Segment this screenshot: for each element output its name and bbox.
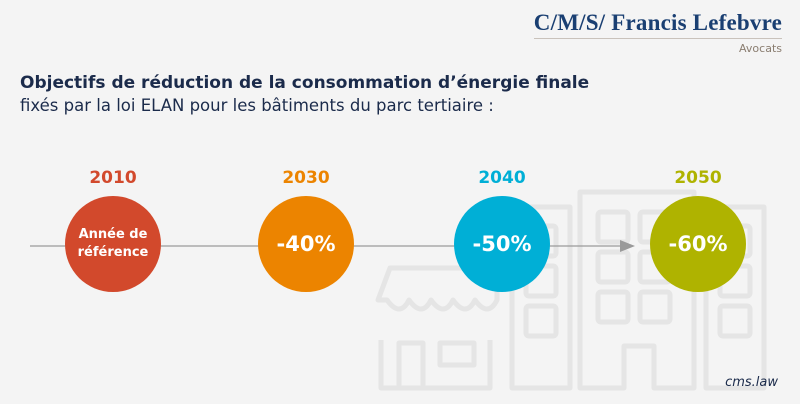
footer-website: cms.law xyxy=(725,375,778,390)
year-2010: 2010 xyxy=(89,168,137,188)
page-title: Objectifs de réduction de la consommatio… xyxy=(20,73,590,93)
logo-subtitle: Avocats xyxy=(739,42,782,55)
page-subtitle: fixés par la loi ELAN pour les bâtiments… xyxy=(20,96,494,115)
milestone-2050: -60% xyxy=(650,196,746,292)
cms-logo: C/M/S/ Francis Lefebvre Avocats xyxy=(533,10,782,55)
year-2040: 2040 xyxy=(478,168,526,188)
milestone-2030: -40% xyxy=(258,196,354,292)
year-2030: 2030 xyxy=(282,168,330,188)
year-2050: 2050 xyxy=(674,168,722,188)
logo-name: C/M/S/ Francis Lefebvre xyxy=(533,10,782,39)
milestone-2040: -50% xyxy=(454,196,550,292)
milestone-2010: Année de référence xyxy=(65,196,161,292)
timeline-arrow-icon xyxy=(620,240,635,252)
